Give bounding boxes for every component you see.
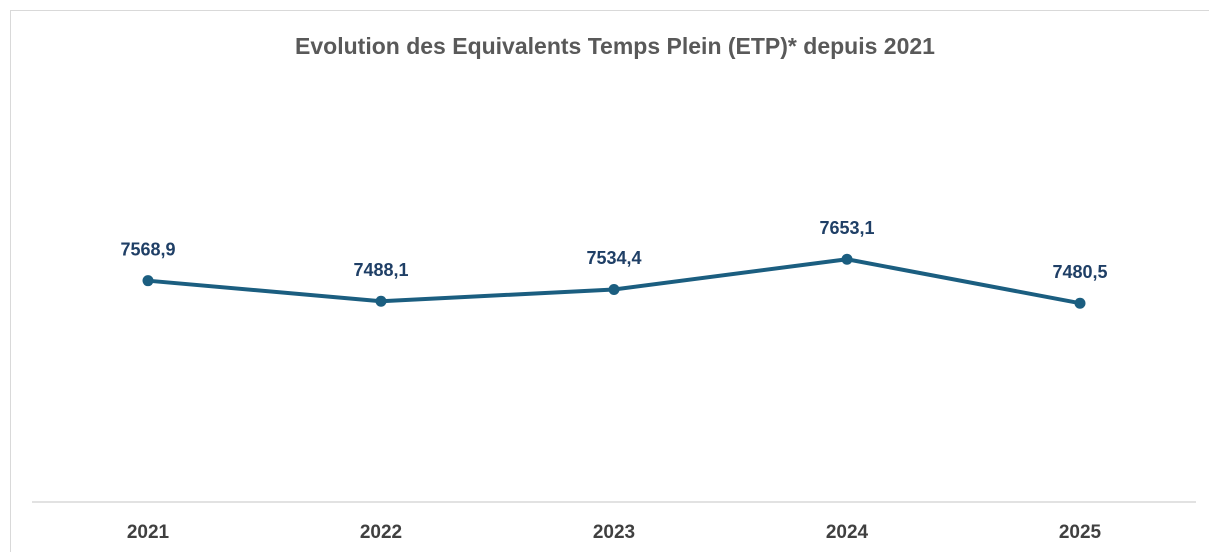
x-tick-label: 2021 (127, 522, 170, 543)
data-label: 7568,9 (120, 239, 175, 259)
data-point (142, 275, 154, 287)
x-tick-label: 2024 (826, 522, 869, 543)
data-label: 7488,1 (353, 260, 408, 280)
data-point (375, 295, 387, 307)
data-label: 7480,5 (1052, 262, 1107, 282)
chart-frame (10, 10, 1209, 552)
x-tick-label: 2023 (593, 522, 635, 543)
x-tick-label: 2025 (1059, 522, 1102, 543)
chart-title: Evolution des Equivalents Temps Plein (E… (295, 33, 935, 59)
data-label: 7534,4 (586, 248, 641, 268)
data-point (608, 283, 620, 295)
data-point (841, 253, 853, 265)
data-point (1074, 297, 1086, 309)
data-label: 7653,1 (819, 218, 874, 238)
x-tick-label: 2022 (360, 522, 402, 543)
